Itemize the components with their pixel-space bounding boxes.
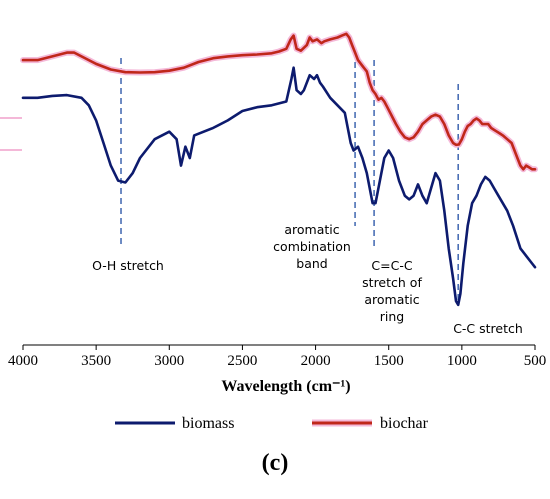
annotation-line: band <box>296 256 327 271</box>
x-axis: 4000 3500 3000 2500 2000 1500 1000 500 <box>8 344 547 369</box>
annotations: O-H stretch aromatic combination band C=C-C s… <box>92 222 523 336</box>
annotation-label: C-C stretch <box>453 321 523 336</box>
legend: biomass biochar <box>115 415 429 432</box>
annotation-line: C=C-C <box>371 258 412 273</box>
x-tick-label: 3500 <box>81 353 111 369</box>
annotation-label: aromatic combination band <box>273 222 351 271</box>
series-line-biochar <box>21 32 537 171</box>
x-tick-label: 3000 <box>154 353 184 369</box>
annotation-line: C-C stretch <box>453 321 523 336</box>
x-tick-label: 1500 <box>374 353 404 369</box>
series-line-biomass <box>21 66 537 307</box>
legend-label-biochar: biochar <box>380 415 429 432</box>
legend-label-biomass: biomass <box>182 415 234 432</box>
annotation-line: combination <box>273 239 351 254</box>
x-tick-label: 2500 <box>227 353 257 369</box>
x-tick-label: 2000 <box>301 353 331 369</box>
panel-label: (c) <box>262 450 289 476</box>
annotation-label: O-H stretch <box>92 258 164 273</box>
annotation-label: C=C-C stretch of aromatic ring <box>362 258 422 324</box>
annotation-line: aromatic <box>284 222 339 237</box>
annotation-line: ring <box>380 309 404 324</box>
x-axis-title: Wavelength (cm⁻¹) <box>221 378 350 395</box>
series-layer <box>20 30 538 307</box>
x-tick-label: 4000 <box>8 353 38 369</box>
x-tick-label: 1000 <box>447 353 477 369</box>
annotation-line: O-H stretch <box>92 258 164 273</box>
annotation-line: aromatic <box>364 292 419 307</box>
annotation-line: stretch of <box>362 275 422 290</box>
left-line-stubs <box>0 117 22 151</box>
x-tick-label: 500 <box>524 353 547 369</box>
